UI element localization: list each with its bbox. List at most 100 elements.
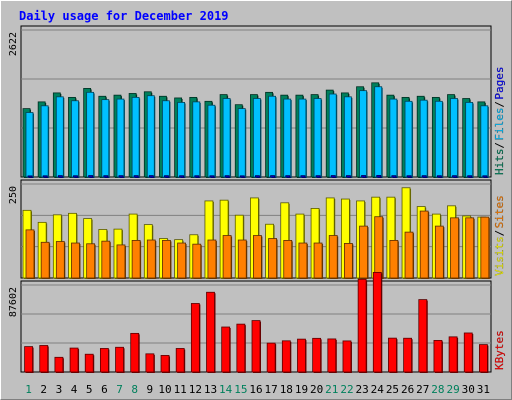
x-tick-label: 16 xyxy=(249,383,262,396)
bar-kbytes-7 xyxy=(115,346,124,373)
bar-pages-24 xyxy=(376,175,382,178)
bar-pages-5 xyxy=(88,175,94,178)
legend-sites: Sites xyxy=(493,195,506,228)
bar-files-9 xyxy=(146,95,155,178)
y-max-label: 87602 xyxy=(8,287,19,317)
bar-pages-28 xyxy=(436,175,442,178)
bar-sites-14 xyxy=(222,235,232,279)
bar-files-13 xyxy=(207,104,216,178)
bar-files-30 xyxy=(465,102,474,178)
bar-files-23 xyxy=(359,90,367,178)
bar-sites-20 xyxy=(313,242,323,279)
bar-files-12 xyxy=(192,101,201,178)
bar-sites-12 xyxy=(192,243,202,279)
bar-files-5 xyxy=(86,91,95,178)
bar-files-25 xyxy=(389,98,398,178)
bar-kbytes-13 xyxy=(206,291,215,373)
bar-files-19 xyxy=(298,98,307,178)
bar-pages-4 xyxy=(73,175,78,178)
bar-sites-13 xyxy=(207,239,217,279)
bar-files-1 xyxy=(25,112,34,178)
bar-kbytes-27 xyxy=(418,299,428,373)
x-tick-label: 27 xyxy=(416,383,429,396)
bar-kbytes-9 xyxy=(145,353,155,373)
bar-files-7 xyxy=(116,98,125,178)
bar-pages-22 xyxy=(345,175,351,178)
x-tick-label: 17 xyxy=(265,383,278,396)
x-tick-label: 12 xyxy=(189,383,202,396)
bar-kbytes-22 xyxy=(342,340,352,373)
x-tick-label: 1 xyxy=(25,383,32,396)
bar-files-22 xyxy=(343,96,352,178)
bar-sites-5 xyxy=(86,243,96,279)
bar-kbytes-23 xyxy=(357,278,367,373)
x-tick-label: 8 xyxy=(131,383,138,396)
bar-sites-29 xyxy=(450,217,459,279)
legend-pages: Pages xyxy=(493,66,506,99)
bar-sites-22 xyxy=(343,243,353,279)
bar-pages-26 xyxy=(406,175,412,178)
panel-visits-sites: 250 xyxy=(8,179,492,279)
x-tick-label: 3 xyxy=(56,383,63,396)
bar-kbytes-2 xyxy=(39,345,49,373)
legend-separator: / xyxy=(493,142,506,149)
bar-sites-10 xyxy=(162,239,171,279)
chart-title: Daily usage for December 2019 xyxy=(19,9,229,23)
bar-sites-17 xyxy=(268,238,277,279)
bar-sites-23 xyxy=(359,225,368,279)
bar-pages-9 xyxy=(148,175,154,178)
bar-kbytes-25 xyxy=(388,337,397,373)
bar-pages-15 xyxy=(239,175,245,178)
bar-pages-6 xyxy=(103,175,109,178)
bar-files-27 xyxy=(419,99,428,178)
bar-pages-18 xyxy=(285,175,291,178)
x-tick-label: 5 xyxy=(86,383,93,396)
bar-files-31 xyxy=(480,105,489,178)
series-pages xyxy=(27,175,488,178)
bar-files-11 xyxy=(177,102,186,178)
bar-sites-6 xyxy=(101,240,111,279)
bar-sites-9 xyxy=(146,239,156,279)
x-tick-label: 28 xyxy=(431,383,444,396)
bar-pages-13 xyxy=(209,175,215,178)
bar-sites-15 xyxy=(237,239,247,279)
bar-sites-26 xyxy=(404,231,414,279)
bar-kbytes-3 xyxy=(54,356,64,373)
panel-kbytes: 87602 xyxy=(8,271,492,373)
bar-kbytes-16 xyxy=(251,320,261,373)
x-tick-label: 25 xyxy=(386,383,399,396)
bar-sites-3 xyxy=(55,241,65,279)
y-max-label: 2622 xyxy=(8,32,19,56)
x-tick-label: 10 xyxy=(158,383,171,396)
bar-kbytes-18 xyxy=(281,340,291,373)
bar-kbytes-12 xyxy=(190,303,200,373)
x-tick-label: 19 xyxy=(295,383,308,396)
bar-pages-16 xyxy=(255,175,260,178)
bar-pages-21 xyxy=(330,175,336,178)
bar-files-15 xyxy=(237,108,246,178)
bar-files-18 xyxy=(283,98,292,178)
bar-sites-8 xyxy=(131,239,141,279)
legend-files: Files xyxy=(493,107,506,140)
bar-pages-31 xyxy=(482,175,488,178)
x-tick-label: 11 xyxy=(174,383,187,396)
legend-hits: Hits xyxy=(493,149,506,176)
x-tick-label: 13 xyxy=(204,383,217,396)
panel-hits-files-pages: 2622 xyxy=(8,25,492,178)
y-max-label: 250 xyxy=(8,186,19,204)
bar-pages-2 xyxy=(42,175,48,178)
bar-kbytes-14 xyxy=(221,326,231,373)
bar-shadow xyxy=(241,176,246,178)
bar-pages-23 xyxy=(361,175,366,178)
x-tick-label: 14 xyxy=(219,383,233,396)
bar-kbytes-11 xyxy=(175,348,185,373)
bar-files-3 xyxy=(55,96,64,178)
bar-files-2 xyxy=(40,105,49,178)
bar-kbytes-1 xyxy=(24,346,33,373)
bar-kbytes-17 xyxy=(266,342,276,373)
bar-sites-21 xyxy=(328,235,338,279)
bar-sites-11 xyxy=(177,242,187,279)
bar-pages-19 xyxy=(300,175,306,178)
bar-files-24 xyxy=(374,86,383,178)
bar-sites-1 xyxy=(25,229,35,279)
